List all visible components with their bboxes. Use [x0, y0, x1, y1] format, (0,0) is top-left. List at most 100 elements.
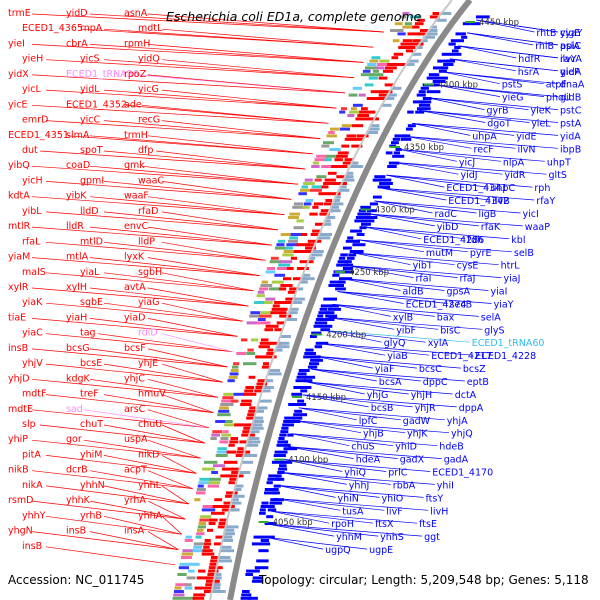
feature-block: [318, 192, 329, 196]
feature-block: [341, 144, 350, 148]
gene-leader-line: [161, 272, 254, 292]
feature-block: [310, 188, 322, 192]
feature-block: [385, 151, 393, 155]
feature-block: [362, 219, 375, 223]
gene-label: insB: [66, 526, 86, 537]
feature-block: [385, 66, 397, 70]
gene-label: rpoZ: [124, 69, 147, 80]
gene-label: ECED1_tRNA36: [66, 69, 139, 80]
gene-label: aslA: [560, 41, 580, 52]
feature-block: [319, 307, 328, 311]
gene-label: uhpC: [490, 183, 515, 194]
gene-leader-line: [147, 13, 384, 33]
feature-block: [265, 379, 274, 383]
feature-block: [359, 110, 370, 114]
feature-block: [310, 233, 323, 236]
gene-leader-line: [89, 165, 299, 185]
gene-leader-line: [45, 302, 243, 322]
gene-label: rpmH: [124, 38, 150, 49]
gene-label: yidD: [66, 8, 88, 19]
gene-leader-line: [347, 265, 502, 278]
gene-label: ade: [124, 99, 142, 110]
feature-block: [346, 134, 356, 138]
gene-leader-line: [31, 500, 186, 520]
gene-label: rfaD: [138, 206, 158, 217]
feature-block: [231, 365, 239, 369]
gene-leader-line: [268, 523, 379, 537]
feature-block: [264, 328, 273, 332]
feature-block: [334, 158, 343, 162]
feature-block: [260, 539, 270, 542]
topology-text: Topology: circular; Length: 5,209,548 bp…: [259, 573, 589, 587]
gene-leader-line: [161, 363, 223, 383]
gene-leader-line: [89, 287, 249, 307]
gene-leader-line: [287, 446, 442, 459]
feature-block: [197, 484, 204, 488]
kbp-label: 4100 kbp: [288, 456, 328, 466]
feature-block: [404, 22, 412, 26]
feature-block: [227, 379, 235, 383]
gene-leader-line: [39, 150, 306, 170]
feature-block: [371, 56, 381, 60]
feature-block: [349, 165, 364, 168]
feature-block: [448, 42, 456, 46]
feature-block: [339, 110, 346, 114]
gene-label: yicH: [22, 175, 43, 186]
feature-block: [270, 498, 284, 502]
feature-block: [307, 365, 318, 369]
gene-leader-line: [310, 368, 377, 382]
feature-block: [269, 287, 282, 291]
feature-block: [229, 440, 239, 444]
feature-block: [339, 277, 353, 281]
feature-block: [326, 134, 337, 138]
feature-block: [260, 505, 274, 508]
feature-block: [269, 341, 282, 345]
feature-block: [327, 171, 337, 175]
feature-block: [302, 205, 310, 209]
feature-block: [270, 256, 279, 260]
feature-block: [304, 178, 313, 182]
feature-block: [223, 392, 233, 396]
gene-leader-line: [31, 409, 210, 429]
feature-block: [335, 287, 346, 291]
gene-label: yiaI: [491, 287, 508, 298]
feature-block: [220, 403, 234, 406]
feature-block: [196, 491, 206, 495]
gene-leader-line: [147, 196, 285, 216]
feature-block: [201, 552, 215, 556]
feature-block: [286, 243, 299, 247]
gene-leader-line: [412, 123, 471, 136]
gene-leader-line: [392, 161, 547, 175]
feature-block: [220, 549, 234, 553]
gene-label: yicJ: [459, 157, 475, 168]
feature-block: [266, 267, 275, 270]
gene-label: yiaG: [138, 297, 159, 308]
feature-block: [257, 318, 266, 321]
gene-leader-line: [476, 19, 535, 33]
feature-block: [366, 209, 377, 213]
gene-leader-line: [398, 148, 545, 162]
gene-label: tiaE: [8, 312, 26, 323]
feature-block: [379, 59, 390, 63]
gene-leader-line: [298, 407, 445, 421]
gene-label: prlC: [388, 468, 408, 479]
feature-block: [230, 437, 238, 440]
gene-label: ftsX: [375, 519, 394, 530]
feature-block: [402, 25, 415, 29]
feature-block: [231, 501, 242, 505]
feature-block: [415, 110, 425, 114]
feature-block: [252, 423, 263, 427]
gene-label: gor: [66, 434, 82, 445]
feature-block: [369, 59, 379, 63]
gene-label: yiaL: [80, 267, 100, 278]
feature-block: [239, 440, 252, 444]
gene-leader-line: [45, 455, 197, 474]
feature-block: [331, 165, 343, 168]
feature-block: [397, 32, 406, 36]
gene-label: dgoT: [487, 119, 511, 130]
feature-block: [247, 348, 254, 352]
feature-block: [196, 576, 211, 580]
feature-block: [365, 66, 377, 70]
feature-block: [388, 161, 400, 165]
feature-block: [250, 338, 259, 342]
